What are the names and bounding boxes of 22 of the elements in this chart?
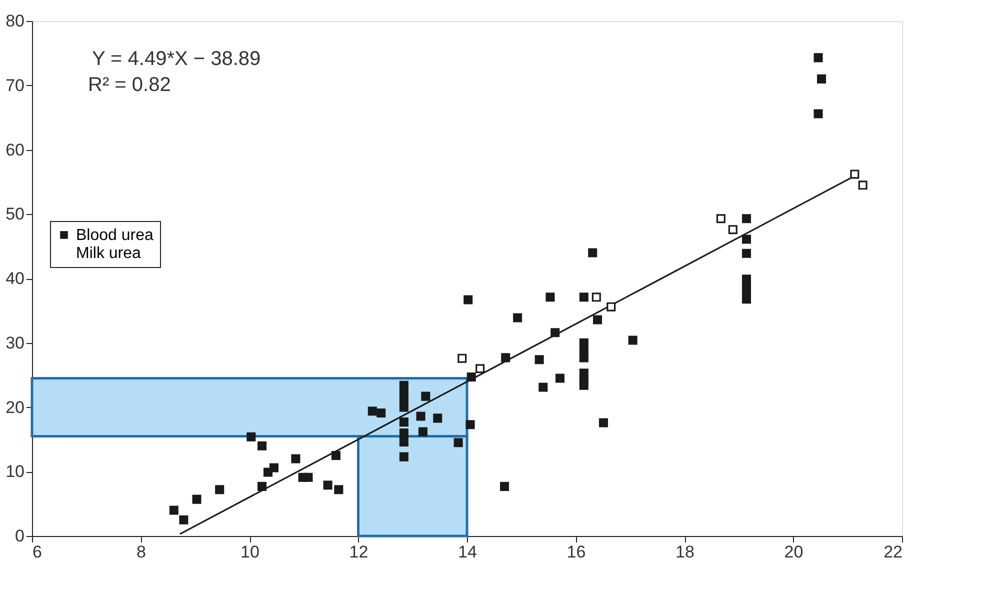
y-tick-label: 0 bbox=[15, 526, 24, 546]
x-tick-label: 18 bbox=[676, 542, 694, 562]
x-tick-label: 12 bbox=[349, 542, 368, 562]
y-tick-label: 40 bbox=[6, 269, 24, 288]
y-tick-label: 20 bbox=[6, 398, 24, 417]
x-tick-label: 14 bbox=[458, 542, 477, 562]
x-tick-label: 16 bbox=[566, 542, 586, 562]
y-tick-label: 70 bbox=[6, 76, 24, 95]
y-tick-label: 60 bbox=[6, 140, 24, 160]
x-tick-label: 10 bbox=[240, 542, 260, 562]
annotation: Y = 4.49*X − 38.89 bbox=[92, 48, 261, 70]
y-tick-label: 30 bbox=[6, 333, 24, 352]
y-tick-label: 10 bbox=[6, 462, 24, 482]
x-tick-label: 20 bbox=[784, 542, 804, 562]
x-tick-label: 8 bbox=[136, 542, 146, 562]
x-tick-label: 22 bbox=[884, 542, 902, 562]
y-tick-label: 80 bbox=[6, 12, 24, 30]
x-tick-label: 6 bbox=[32, 542, 42, 562]
annotation: R² = 0.82 bbox=[88, 74, 171, 96]
text: Milk urea bbox=[76, 245, 142, 262]
y-tick-label: 50 bbox=[6, 204, 24, 224]
legend-label: Blood urea bbox=[76, 227, 154, 244]
